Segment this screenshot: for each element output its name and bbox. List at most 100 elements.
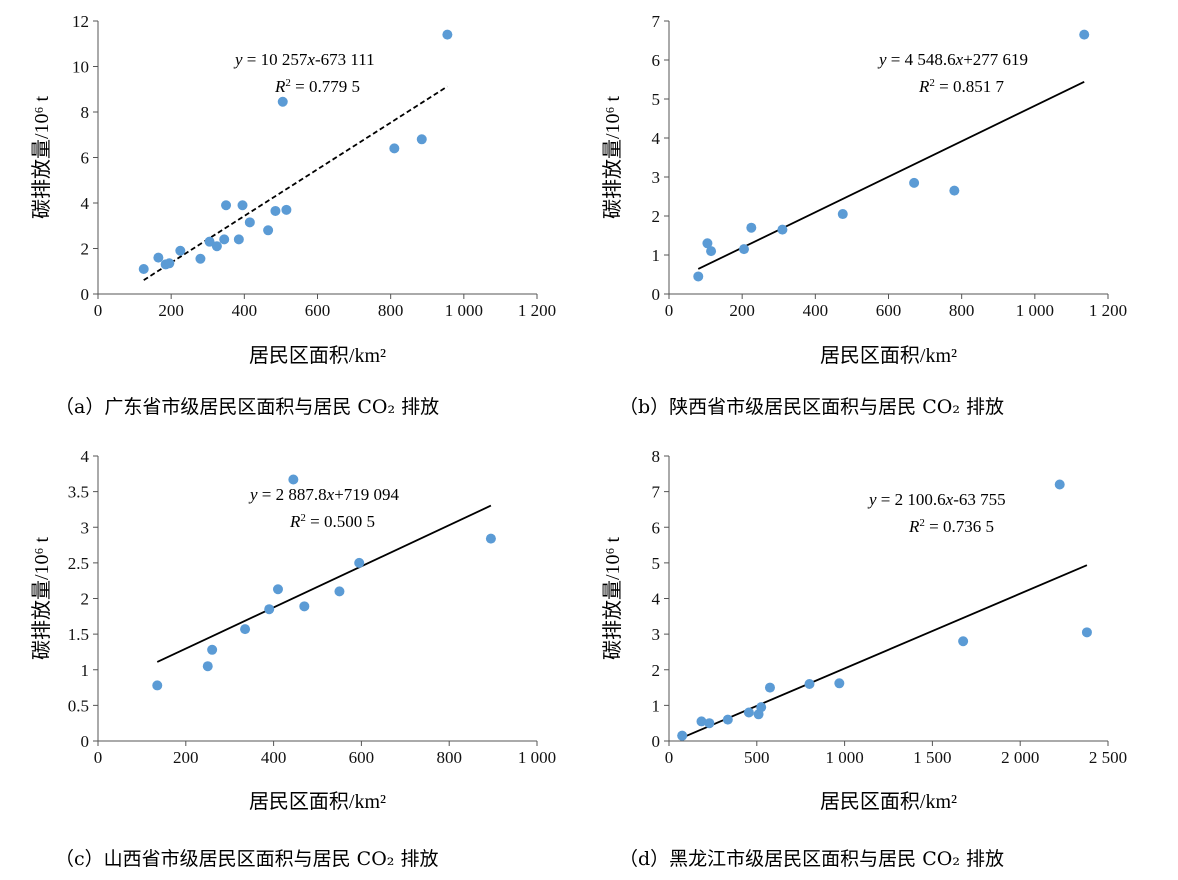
trendline	[143, 85, 448, 281]
data-point	[244, 217, 255, 228]
data-point	[764, 682, 775, 693]
data-point	[138, 263, 149, 274]
data-point	[704, 718, 715, 729]
x-tick-label: 400	[261, 748, 287, 767]
x-tick-label: 800	[378, 301, 404, 320]
y-tick-label: 4	[652, 129, 661, 148]
x-tick-label: 1 500	[913, 748, 951, 767]
x-axis-title: 居民区面积/km²	[820, 790, 957, 813]
data-point	[696, 716, 707, 727]
data-point	[153, 252, 164, 263]
x-tick-label: 1 000	[1016, 301, 1054, 320]
y-axis-title: 碳排放量/10⁶ t	[30, 537, 53, 661]
scatter-chart-d: 0 500 1 000 1 500 2 000 2 500 0 1 2 3 4 5 6 7 8 居民区面积/k…	[601, 447, 1127, 813]
x-tick-label: 800	[436, 748, 462, 767]
x-tick-label: 0	[94, 301, 103, 320]
r-squared-label: R2 = 0.500 5	[289, 512, 375, 531]
data-point	[277, 96, 288, 107]
y-tick-label: 2.5	[68, 554, 89, 573]
data-point	[837, 209, 848, 220]
data-point	[416, 134, 427, 145]
regression-equation: y = 2 887.8x+719 094	[248, 485, 400, 504]
scatter-chart-b: 0 200 400 600 800 1 000 1 200 0 1 2 3 4 5 6 7 居民区面积/km²…	[601, 12, 1127, 367]
y-tick-label: 4	[81, 194, 90, 213]
y-axis-title: 碳排放量/10⁶ t	[601, 537, 624, 661]
data-point	[1054, 479, 1065, 490]
y-tick-label: 12	[72, 12, 89, 31]
y-tick-label: 6	[81, 149, 90, 168]
y-axis-title: 碳排放量/10⁶ t	[30, 96, 53, 220]
y-tick-label: 0	[652, 285, 661, 304]
data-point	[949, 185, 960, 196]
x-tick-label: 400	[232, 301, 258, 320]
x-tick-label: 200	[158, 301, 184, 320]
data-point	[354, 557, 365, 568]
x-tick-label: 2 000	[1001, 748, 1039, 767]
x-axis-title: 居民区面积/km²	[249, 790, 386, 813]
data-point	[175, 245, 186, 256]
data-point	[211, 241, 222, 252]
x-tick-label: 1 000	[518, 748, 556, 767]
y-tick-label: 3.5	[68, 483, 89, 502]
data-point	[677, 730, 688, 741]
data-point	[204, 236, 215, 247]
x-tick-label: 400	[803, 301, 829, 320]
caption-c: （c）山西省市级居民区面积与居民 CO₂ 排放	[55, 848, 439, 870]
y-tick-label: 2	[81, 590, 90, 609]
data-point	[1079, 29, 1090, 40]
data-point	[281, 204, 292, 215]
x-tick-label: 200	[729, 301, 755, 320]
x-tick-label: 600	[305, 301, 331, 320]
x-tick-label: 600	[349, 748, 375, 767]
y-axis-title: 碳排放量/10⁶ t	[601, 96, 624, 220]
r-squared-label: R2 = 0.736 5	[908, 517, 994, 536]
y-tick-label: 4	[81, 447, 90, 466]
data-point	[389, 143, 400, 154]
data-point	[702, 238, 713, 249]
data-point	[334, 586, 345, 597]
y-tick-label: 2	[652, 661, 661, 680]
x-tick-label: 1 200	[1089, 301, 1127, 320]
data-point	[202, 661, 213, 672]
regression-equation: y = 4 548.6x+277 619	[877, 50, 1028, 69]
data-point	[152, 680, 163, 691]
scatter-chart-c: 0 200 400 600 800 1 000 0 0.5 1 1.5 2 2.5 3 3.5 4 居民区面积…	[30, 447, 556, 813]
regression-equation: y = 2 100.6x-63 755	[867, 490, 1006, 509]
chart-panel-d: 0 500 1 000 1 500 2 000 2 500 0 1 2 3 4 5 6 7 8 居民区面积/k…	[589, 440, 1178, 880]
caption-a: （a）广东省市级居民区面积与居民 CO₂ 排放	[55, 396, 440, 418]
y-tick-label: 2	[81, 240, 90, 259]
data-point	[219, 234, 230, 245]
y-tick-label: 10	[72, 58, 89, 77]
y-tick-label: 6	[652, 518, 661, 537]
y-tick-label: 7	[652, 12, 661, 31]
data-point	[756, 702, 767, 713]
data-point	[288, 474, 299, 485]
r-squared-label: R2 = 0.851 7	[918, 77, 1004, 96]
data-point	[164, 258, 175, 269]
r-squared-label: R2 = 0.779 5	[274, 77, 360, 96]
data-point	[240, 624, 251, 635]
x-tick-label: 500	[744, 748, 770, 767]
y-tick-label: 5	[652, 90, 661, 109]
data-point	[804, 679, 815, 689]
y-tick-label: 1.5	[68, 625, 89, 644]
data-point	[834, 678, 845, 689]
y-tick-label: 1	[652, 246, 661, 265]
y-tick-label: 3	[81, 518, 90, 537]
y-tick-label: 2	[652, 207, 661, 226]
data-point	[442, 29, 453, 40]
chart-panel-a: 0 200 400 600 800 1 000 1 200 0 2 4 6 8 10 12 居民区面积/km…	[0, 0, 589, 440]
data-point	[693, 271, 704, 282]
data-point	[777, 224, 788, 235]
y-tick-label: 6	[652, 51, 661, 70]
data-point	[909, 177, 920, 188]
data-point	[272, 584, 283, 595]
caption-d: （d）黑龙江市级居民区面积与居民 CO₂ 排放	[619, 848, 1004, 870]
data-point	[299, 601, 310, 612]
y-tick-label: 8	[652, 447, 661, 466]
x-tick-label: 600	[876, 301, 902, 320]
data-point	[722, 714, 733, 725]
x-tick-label: 0	[665, 301, 674, 320]
data-point	[958, 636, 969, 647]
y-tick-label: 0.5	[68, 696, 89, 715]
